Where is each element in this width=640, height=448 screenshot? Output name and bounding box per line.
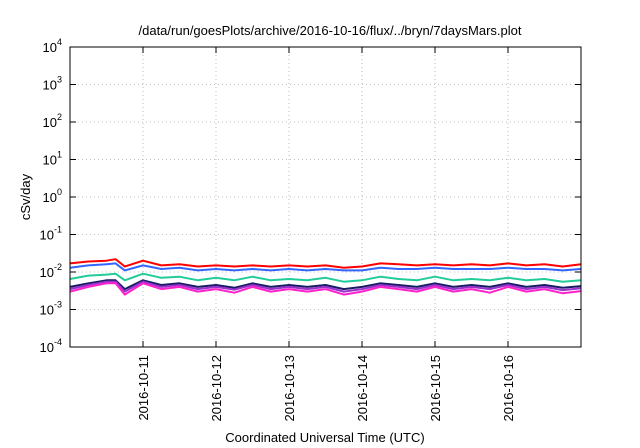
grid (70, 47, 581, 347)
x-axis: 2016-10-11 2016-10-12 2016-10-13 2016-10-14… (136, 47, 516, 422)
series-line-1 (69, 258, 582, 269)
y-tick-label: 10-3 (40, 300, 62, 318)
series-line-4 (69, 279, 582, 291)
y-tick-label: 10-4 (40, 337, 62, 355)
y-tick-label: 101 (43, 150, 62, 168)
series-line-6 (69, 282, 582, 296)
series-line-2 (69, 262, 582, 272)
y-tick-label: 10-1 (40, 225, 62, 243)
x-axis-label: Coordinated Universal Time (UTC) (225, 430, 424, 445)
y-axis-label: cSv/day (18, 173, 33, 220)
x-tick-label: 2016-10-14 (355, 355, 370, 422)
y-tick-label: 103 (43, 75, 62, 93)
series-line-3 (69, 272, 582, 283)
y-tick-label: 104 (43, 37, 62, 55)
x-tick-label: 2016-10-16 (501, 355, 516, 422)
y-tick-label: 102 (43, 112, 62, 130)
series-group (69, 258, 582, 296)
x-tick-label: 2016-10-15 (428, 355, 443, 422)
chart-title: /data/run/goesPlots/archive/2016-10-16/f… (139, 23, 522, 38)
y-tick-label: 100 (43, 187, 62, 205)
x-tick-label: 2016-10-12 (209, 355, 224, 422)
y-tick-label: 10-2 (40, 262, 62, 280)
x-tick-label: 2016-10-13 (282, 355, 297, 422)
x-tick-label: 2016-10-11 (136, 355, 151, 421)
series-line-5 (69, 280, 582, 293)
